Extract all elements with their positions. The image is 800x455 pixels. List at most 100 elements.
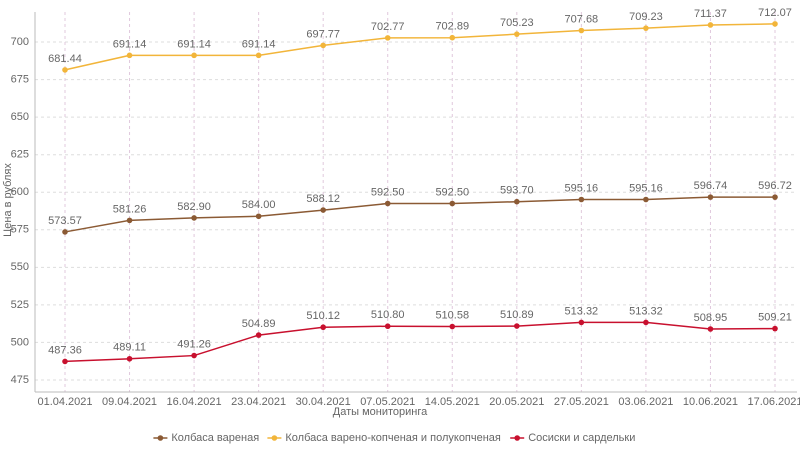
data-label: 510.80 xyxy=(371,309,405,321)
data-point xyxy=(191,352,197,359)
data-point xyxy=(707,22,714,28)
data-label: 596.72 xyxy=(758,180,792,192)
x-tick-label: 03.06.2021 xyxy=(618,396,673,408)
y-tick-label: 675 xyxy=(11,73,29,85)
data-point xyxy=(449,34,456,41)
data-label: 593.70 xyxy=(500,185,534,197)
x-tick-label: 10.06.2021 xyxy=(683,396,738,408)
data-label: 697.77 xyxy=(306,28,340,40)
data-point xyxy=(255,332,262,338)
legend-marker xyxy=(271,435,278,441)
data-label: 702.89 xyxy=(435,21,469,33)
data-label: 596.74 xyxy=(694,180,728,192)
data-point xyxy=(320,324,326,331)
legend-label: Сосиски и сардельки xyxy=(528,432,635,444)
data-label: 712.07 xyxy=(758,7,792,19)
data-label: 702.77 xyxy=(371,21,405,33)
y-tick-label: 625 xyxy=(11,149,29,161)
x-tick-label: 23.04.2021 xyxy=(231,396,286,408)
data-label: 582.90 xyxy=(177,201,211,213)
data-label: 513.32 xyxy=(629,305,663,317)
legend-label: Колбаса вареная xyxy=(171,432,259,444)
x-tick-label: 27.05.2021 xyxy=(554,396,609,408)
data-label: 510.89 xyxy=(500,309,534,321)
y-tick-label: 700 xyxy=(11,36,29,48)
x-tick-label: 14.05.2021 xyxy=(425,396,480,408)
x-tick-label: 16.04.2021 xyxy=(167,396,222,408)
data-point xyxy=(191,215,197,221)
data-label: 709.23 xyxy=(629,11,663,23)
y-axis-label: Цена в рублях xyxy=(2,163,14,237)
data-point xyxy=(643,25,649,31)
data-label: 691.14 xyxy=(242,38,276,50)
data-label: 595.16 xyxy=(629,182,663,194)
data-point xyxy=(643,319,649,326)
data-point xyxy=(384,323,391,330)
data-point xyxy=(514,323,520,329)
y-tick-label: 550 xyxy=(11,261,29,273)
data-label: 510.58 xyxy=(435,309,469,321)
data-point xyxy=(772,21,778,27)
data-point xyxy=(449,323,456,330)
data-point xyxy=(126,355,133,362)
y-tick-label: 575 xyxy=(11,224,29,236)
y-tick-label: 650 xyxy=(11,111,29,123)
data-label: 504.89 xyxy=(242,318,276,330)
y-tick-label: 525 xyxy=(11,299,29,311)
data-point xyxy=(255,52,262,59)
data-point xyxy=(320,207,326,213)
data-point xyxy=(772,325,778,332)
data-point xyxy=(578,196,585,203)
data-label: 588.12 xyxy=(306,193,340,205)
data-label: 705.23 xyxy=(500,17,534,29)
data-label: 691.14 xyxy=(113,38,147,50)
x-tick-label: 17.06.2021 xyxy=(747,396,800,408)
data-point xyxy=(255,213,262,220)
data-label: 491.26 xyxy=(177,338,211,350)
data-point xyxy=(126,52,133,59)
data-point xyxy=(772,194,778,200)
data-label: 584.00 xyxy=(242,199,276,211)
data-point xyxy=(384,200,391,207)
series-line xyxy=(64,23,776,71)
data-point xyxy=(62,358,68,365)
series-line xyxy=(64,196,776,233)
x-tick-label: 30.04.2021 xyxy=(296,396,351,408)
y-tick-label: 475 xyxy=(11,374,29,386)
data-label: 573.57 xyxy=(48,215,82,227)
data-label: 681.44 xyxy=(48,53,82,65)
data-point xyxy=(384,35,391,41)
data-point xyxy=(191,52,197,59)
data-label: 489.11 xyxy=(113,342,146,354)
data-label: 513.32 xyxy=(565,305,599,317)
data-label: 595.16 xyxy=(565,182,599,194)
data-point xyxy=(707,326,714,332)
x-tick-label: 07.05.2021 xyxy=(360,396,415,408)
data-label: 581.26 xyxy=(113,203,147,215)
series-line xyxy=(64,321,776,363)
legend-marker xyxy=(514,435,520,441)
data-point xyxy=(126,217,133,224)
data-label: 592.50 xyxy=(435,186,469,198)
data-point xyxy=(320,42,326,49)
data-point xyxy=(449,200,456,207)
data-label: 509.21 xyxy=(758,312,792,324)
data-point xyxy=(62,67,68,73)
x-tick-label: 09.04.2021 xyxy=(102,396,157,408)
data-point xyxy=(62,229,68,235)
data-point xyxy=(707,194,714,200)
data-point xyxy=(643,196,649,203)
legend-label: Колбаса варено-копченая и полукопченая xyxy=(285,432,501,444)
y-tick-label: 500 xyxy=(11,336,29,348)
x-tick-label: 01.04.2021 xyxy=(37,396,92,408)
data-point xyxy=(514,31,520,37)
data-point xyxy=(578,27,585,34)
data-point xyxy=(578,319,585,326)
legend-marker xyxy=(157,435,164,441)
y-tick-label: 600 xyxy=(11,186,29,198)
data-label: 510.12 xyxy=(306,310,340,322)
data-point xyxy=(514,198,520,205)
data-label: 592.50 xyxy=(371,186,405,198)
data-label: 691.14 xyxy=(177,38,211,50)
